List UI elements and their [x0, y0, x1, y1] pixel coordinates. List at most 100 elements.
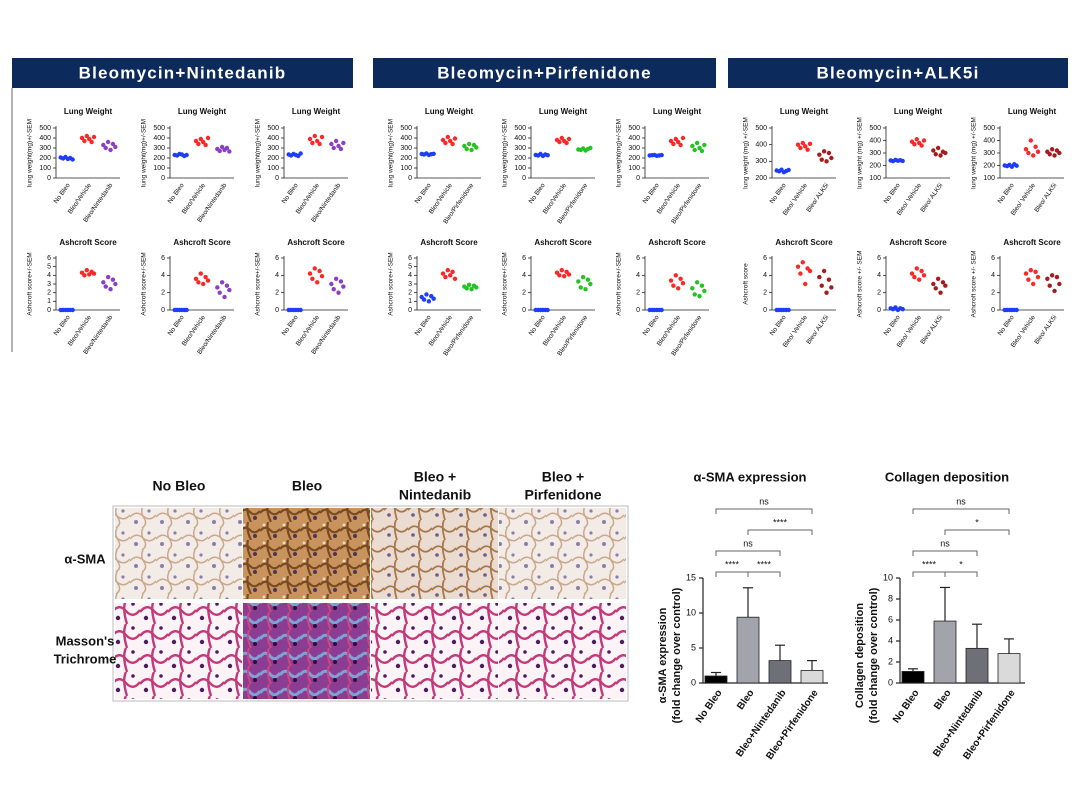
data-point: [331, 145, 336, 151]
data-point: [1023, 271, 1029, 276]
chart-title: Ashcroft Score: [648, 238, 706, 247]
data-point: [193, 138, 199, 144]
data-point: [819, 157, 824, 162]
data-point: [692, 292, 697, 297]
data-point: [84, 133, 90, 139]
histology-image: [499, 508, 626, 599]
significance-bracket: [715, 550, 781, 556]
x-tick-label: No Bleo: [53, 182, 72, 205]
x-tick-label: No Bleo: [53, 314, 72, 337]
y-axis-label: Ashcroft score+/-SEM: [141, 252, 148, 315]
y-tick-label: 100: [983, 175, 995, 182]
histology-image: [115, 603, 242, 699]
x-tick-label: Bleo/ ALK5i: [919, 314, 944, 346]
data-point: [198, 271, 203, 276]
significance-bracket: [912, 550, 978, 556]
chart-title: Collagen deposition: [885, 469, 1009, 484]
x-tick-label: No Bleo: [414, 182, 433, 205]
data-point: [338, 146, 344, 152]
y-axis-label: α-SMA expression: [657, 607, 669, 703]
data-point: [421, 297, 427, 302]
data-point: [315, 280, 320, 285]
y-tick-label: 3: [408, 281, 412, 288]
data-point: [1057, 281, 1062, 287]
x-tick-label: No Bleo: [167, 182, 186, 205]
y-tick-label: 4: [763, 272, 767, 279]
y-tick-label: 500: [628, 125, 640, 132]
data-point: [919, 268, 924, 274]
y-tick-label: 6: [161, 255, 165, 262]
y-tick-label: 6: [877, 255, 881, 262]
data-point: [110, 277, 116, 282]
data-point: [217, 148, 222, 154]
bar: [965, 647, 989, 684]
y-tick-label: 100: [514, 165, 526, 172]
data-point: [938, 290, 943, 295]
data-point: [331, 287, 336, 292]
chart-title: Ashcroft Score: [775, 238, 833, 247]
data-point: [821, 268, 827, 274]
data-point: [464, 146, 469, 152]
data-point: [105, 274, 111, 280]
data-point: [70, 307, 75, 313]
data-point: [474, 285, 479, 290]
data-point: [333, 138, 339, 144]
data-point: [807, 141, 813, 147]
y-tick-label: 2: [161, 290, 165, 297]
histology-column-label: Nintedanib: [399, 487, 471, 503]
y-tick-label: 4: [636, 272, 640, 279]
histology-column-label: Bleo +: [542, 469, 584, 485]
chart-title: Ashcroft Score: [420, 238, 478, 247]
y-axis-label: Ashcroft score +/- SEM: [971, 250, 978, 317]
data-point: [545, 153, 550, 158]
data-point: [585, 277, 591, 282]
y-tick-label: 300: [869, 150, 881, 157]
data-point: [448, 138, 453, 144]
data-point: [193, 276, 199, 281]
x-tick-label: No Bleo: [997, 314, 1016, 337]
y-tick-label: 100: [869, 175, 881, 182]
significance-bracket: [747, 529, 813, 535]
data-point: [588, 145, 593, 151]
data-point: [201, 139, 206, 145]
data-point: [805, 147, 810, 152]
y-tick-label: 100: [628, 165, 640, 172]
x-tick-label: No Bleo: [769, 314, 788, 337]
y-tick-label: 0: [275, 307, 279, 314]
y-tick-label: 200: [628, 155, 640, 162]
data-point: [938, 153, 943, 158]
data-point: [443, 274, 448, 280]
y-tick-label: 0: [888, 677, 893, 687]
significance-label: ns: [743, 538, 753, 548]
data-point: [341, 140, 346, 146]
data-point: [826, 150, 832, 156]
data-point: [900, 306, 905, 312]
y-tick-label: 300: [755, 158, 767, 165]
significance-label: ****: [725, 559, 740, 569]
data-point: [317, 141, 322, 147]
significance-label: ****: [757, 559, 772, 569]
y-axis-label: lung weight(mg)+/-SEM: [502, 119, 509, 187]
data-point: [205, 135, 211, 141]
y-tick-label: 2: [522, 290, 526, 297]
data-point: [87, 136, 92, 142]
y-tick-label: 200: [983, 162, 995, 169]
x-tick-label: Bleo/ ALK5i: [805, 314, 830, 346]
histology-image: [243, 508, 370, 599]
data-point: [935, 276, 941, 281]
data-point: [452, 276, 458, 281]
y-tick-label: 6: [636, 255, 640, 262]
y-tick-label: 100: [267, 165, 279, 172]
data-point: [464, 286, 469, 291]
data-point: [84, 267, 90, 273]
data-point: [105, 139, 111, 145]
y-tick-label: 0: [275, 175, 279, 182]
y-axis-label: lung weight(mg)+/-SEM: [388, 119, 395, 187]
y-tick-label: 2: [47, 290, 51, 297]
y-tick-label: 500: [755, 125, 767, 132]
data-point: [819, 283, 824, 288]
y-tick-label: 200: [400, 155, 412, 162]
data-point: [580, 274, 586, 280]
x-tick-label: No Bleo: [883, 182, 902, 205]
chart-title: Ashcroft Score: [1003, 238, 1061, 247]
